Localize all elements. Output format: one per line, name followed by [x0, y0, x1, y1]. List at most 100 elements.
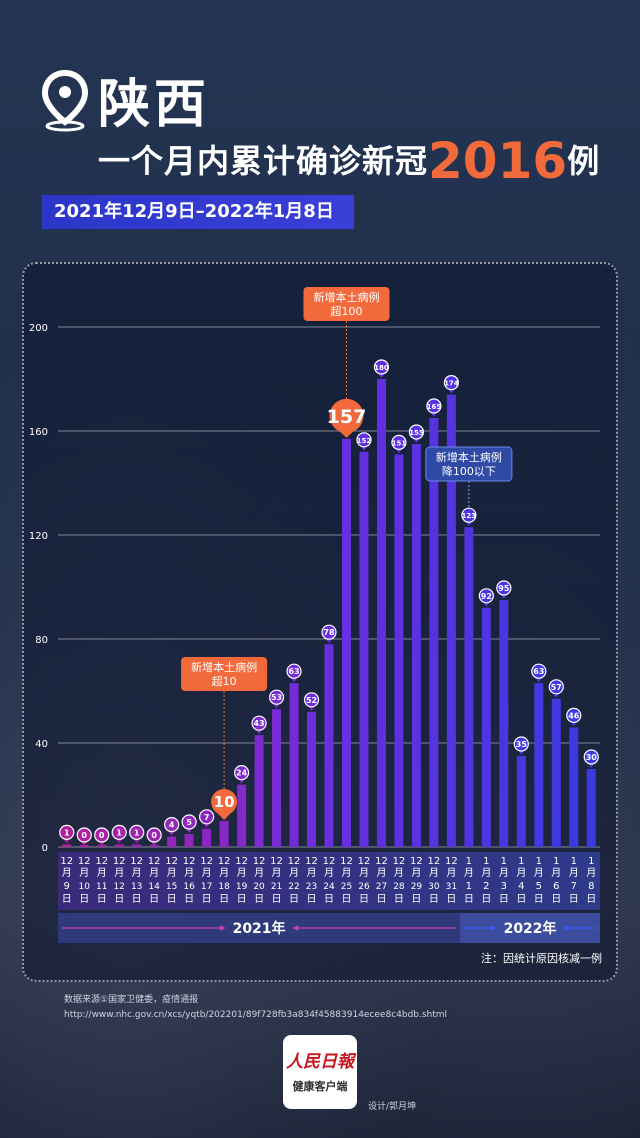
x-tick-month: 1: [553, 856, 559, 867]
bar: [289, 683, 299, 847]
x-tick-day-unit: 日: [499, 894, 509, 905]
value-label: 95: [498, 584, 510, 593]
y-tick-label: 80: [35, 635, 48, 646]
x-tick-month: 12: [218, 856, 231, 867]
highlight-marker: [329, 398, 364, 433]
value-marker: [181, 814, 197, 830]
logo-line-2: 健康客户端: [292, 1080, 348, 1093]
value-marker: [321, 624, 337, 640]
value-marker: [94, 827, 110, 843]
x-tick-day-unit: 日: [149, 894, 159, 905]
value-marker: [583, 749, 599, 765]
y-tick-label: 200: [29, 323, 48, 334]
x-tick-day-unit: 日: [237, 894, 247, 905]
value-label: 30: [586, 753, 598, 762]
subtitle-suffix: 例: [567, 142, 601, 180]
value-label: 155: [409, 429, 424, 437]
annotation-text: 超100: [330, 304, 362, 318]
x-tick-day-unit: 日: [464, 894, 474, 905]
bar: [429, 418, 439, 847]
year-label: 2022年: [504, 920, 557, 937]
value-marker: [443, 375, 459, 391]
x-tick-day: 10: [78, 882, 90, 892]
x-tick-month-unit: 月: [429, 867, 439, 879]
x-tick-month-unit: 月: [307, 867, 317, 879]
annotation-text: 降100以下: [442, 464, 496, 478]
bar: [307, 711, 317, 847]
x-tick-month: 12: [340, 856, 353, 867]
x-tick-month-unit: 月: [394, 867, 404, 879]
x-tick-day-unit: 日: [219, 894, 229, 905]
value-marker: [303, 692, 320, 708]
value-label: 165: [427, 403, 442, 411]
x-tick-day-unit: 日: [551, 894, 561, 905]
x-tick-day: 30: [428, 882, 440, 892]
x-tick-month: 12: [323, 856, 336, 867]
value-marker: [391, 434, 407, 450]
year-arrowhead: [293, 925, 299, 931]
x-tick-month-unit: 月: [132, 867, 142, 879]
source-line-1: 数据来源①国家卫健委，疫情通报: [64, 995, 199, 1005]
logo: 人民日報 健康客户端: [283, 1035, 357, 1109]
x-tick-day-unit: 日: [272, 894, 282, 905]
bar: [62, 844, 72, 847]
x-tick-day-unit: 日: [481, 894, 491, 905]
value-label: 63: [533, 667, 544, 676]
x-tick-day-unit: 日: [97, 894, 107, 905]
x-tick-month: 12: [60, 856, 73, 867]
x-tick-month: 12: [358, 856, 371, 867]
x-tick-day-unit: 日: [254, 894, 264, 905]
value-marker: [268, 689, 285, 705]
value-marker: [373, 359, 390, 375]
x-tick-day: 8: [588, 881, 594, 892]
annotation-text: 新增本土病例: [313, 290, 379, 304]
x-tick-day: 20: [253, 882, 265, 892]
value-label: 92: [481, 592, 492, 601]
date-range-banner: 2021年12月9日–2022年1月8日: [42, 195, 354, 229]
x-tick-month: 12: [148, 856, 161, 867]
location-pin-icon: [41, 70, 89, 132]
value-marker: [199, 809, 215, 825]
x-tick-day-unit: 日: [446, 894, 456, 905]
x-tick-month: 12: [410, 856, 423, 867]
x-tick-day: 9: [64, 881, 70, 892]
x-tick-day: 2: [483, 881, 489, 892]
year-arrowhead: [564, 925, 570, 931]
x-tick-month-unit: 月: [446, 867, 456, 879]
x-tick-month: 12: [270, 856, 283, 867]
value-label: 78: [323, 628, 335, 637]
x-tick-day-unit: 日: [62, 894, 72, 905]
value-marker: [356, 432, 372, 448]
x-tick-day: 18: [218, 882, 230, 892]
value-marker: [233, 764, 250, 781]
highlight-value-label: 10: [214, 793, 235, 811]
value-label: 151: [392, 439, 407, 447]
data-source: 数据来源①国家卫健委，疫情通报 http://www.nhc.gov.cn/xc…: [64, 993, 447, 1023]
bar: [376, 379, 386, 847]
bar: [114, 844, 124, 847]
x-tick-day-unit: 日: [341, 894, 351, 905]
x-tick-month: 1: [571, 856, 577, 867]
x-tick-month: 12: [165, 856, 178, 867]
bar: [499, 600, 509, 847]
x-tick-month: 12: [235, 856, 248, 867]
x-tick-day-unit: 日: [411, 894, 421, 905]
value-label: 0: [99, 831, 105, 840]
value-marker: [408, 424, 425, 440]
x-tick-month-unit: 月: [202, 867, 212, 879]
value-label: 24: [236, 769, 248, 778]
x-tick-month: 12: [305, 856, 318, 867]
bar: [394, 454, 404, 847]
x-tick-month-unit: 月: [254, 867, 264, 879]
value-label: 43: [253, 719, 264, 728]
y-tick-label: 120: [29, 531, 48, 542]
x-tick-month-unit: 月: [114, 867, 124, 879]
x-tick-month: 12: [445, 856, 458, 867]
x-tick-month: 12: [130, 856, 143, 867]
bar: [202, 828, 212, 847]
x-tick-day-unit: 日: [132, 894, 142, 905]
value-marker: [548, 679, 564, 695]
value-label: 0: [81, 831, 87, 840]
x-tick-month: 12: [78, 856, 91, 867]
x-tick-month-unit: 月: [359, 867, 369, 879]
